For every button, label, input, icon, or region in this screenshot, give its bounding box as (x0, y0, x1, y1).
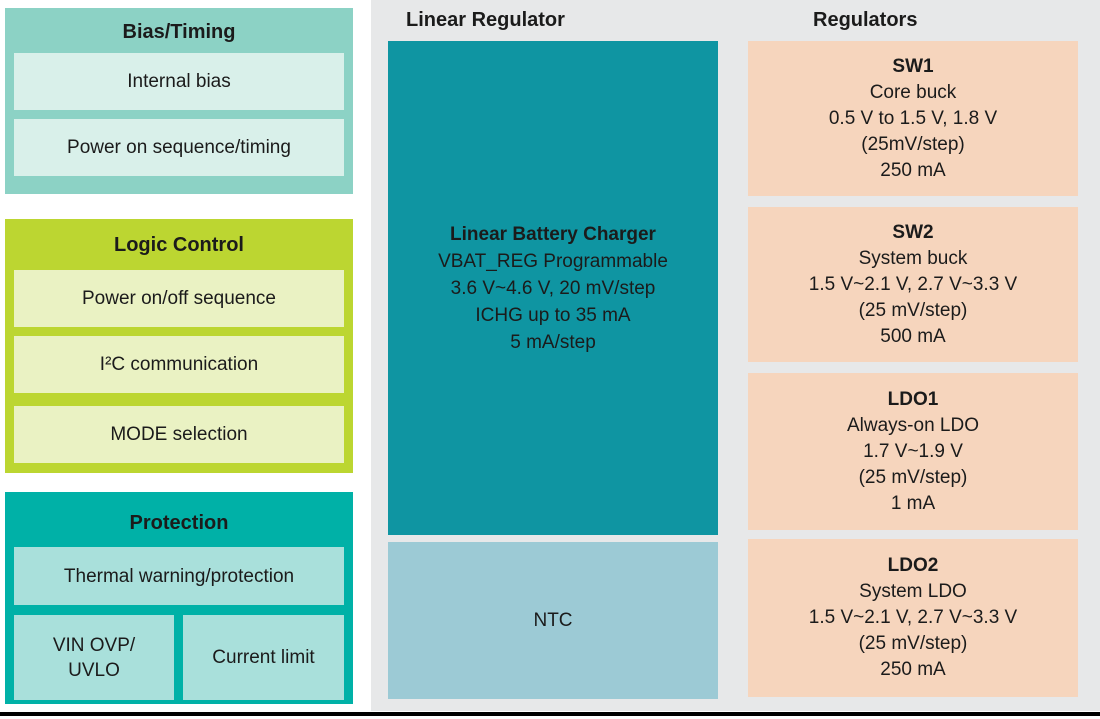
charger-line: VBAT_REG Programmable (438, 250, 668, 272)
charger-line: 3.6 V~4.6 V, 20 mV/step (450, 277, 656, 299)
ldo2-line: 1.5 V~2.1 V, 2.7 V~3.3 V (808, 607, 1018, 628)
sw1-line: (25mV/step) (861, 133, 965, 155)
linear-battery-charger-box: Linear Battery Charger VBAT_REG Programm… (388, 41, 718, 535)
ldo2-box: LDO2 System LDO 1.5 V~2.1 V, 2.7 V~3.3 V… (748, 539, 1078, 697)
internal-bias-box: Internal bias (14, 53, 344, 110)
sw1-line: Core buck (869, 81, 957, 103)
ldo2-line: 250 mA (880, 659, 946, 680)
linear-regulator-section-title: Linear Regulator (406, 9, 565, 31)
bias-timing-block: Bias/Timing Internal bias Power on seque… (5, 8, 353, 194)
charger-line: 5 mA/step (510, 331, 596, 353)
vin-ovp-uvlo-box: VIN OVP/ UVLO (14, 615, 174, 700)
ldo2-line: (25 mV/step) (858, 633, 968, 654)
charger-title: Linear Battery Charger (450, 223, 656, 245)
ldo2-line: System LDO (859, 581, 967, 602)
i2c-communication-box: I²C communication (14, 336, 344, 393)
sw2-box: SW2 System buck 1.5 V~2.1 V, 2.7 V~3.3 V… (748, 207, 1078, 362)
mode-selection-box: MODE selection (14, 406, 344, 463)
thermal-warning-protection-box: Thermal warning/protection (14, 547, 344, 605)
protection-title: Protection (129, 512, 229, 534)
bias-timing-title: Bias/Timing (122, 21, 236, 43)
logic-control-title: Logic Control (114, 234, 244, 256)
current-limit-box: Current limit (183, 615, 344, 700)
ntc-box: NTC (388, 542, 718, 699)
ldo1-line: 1 mA (890, 492, 936, 514)
regulators-section-title: Regulators (813, 9, 918, 31)
ldo2-name: LDO2 (887, 555, 939, 576)
protection-block: Protection Thermal warning/protection VI… (5, 492, 353, 704)
ldo1-line: Always-on LDO (847, 414, 979, 436)
ldo1-box: LDO1 Always-on LDO 1.7 V~1.9 V (25 mV/st… (748, 373, 1078, 530)
ldo1-line: (25 mV/step) (858, 466, 968, 488)
sw2-line: System buck (858, 247, 968, 269)
sw2-line: 500 mA (880, 325, 946, 347)
sw2-line: (25 mV/step) (858, 299, 968, 321)
ntc-label: NTC (533, 609, 573, 631)
sw1-box: SW1 Core buck 0.5 V to 1.5 V, 1.8 V (25m… (748, 41, 1078, 196)
logic-control-block: Logic Control Power on/off sequence I²C … (5, 219, 353, 473)
power-on-sequence-timing-box: Power on sequence/timing (14, 119, 344, 176)
sw1-name: SW1 (892, 55, 934, 77)
power-on-off-sequence-box: Power on/off sequence (14, 270, 344, 327)
sw1-line: 0.5 V to 1.5 V, 1.8 V (828, 107, 998, 129)
ldo1-line: 1.7 V~1.9 V (863, 440, 963, 462)
sw1-line: 250 mA (880, 159, 946, 181)
sw2-name: SW2 (892, 221, 934, 243)
bottom-rule (0, 712, 1100, 716)
charger-line: ICHG up to 35 mA (475, 304, 631, 326)
sw2-line: 1.5 V~2.1 V, 2.7 V~3.3 V (808, 273, 1018, 295)
ldo1-name: LDO1 (887, 388, 939, 410)
